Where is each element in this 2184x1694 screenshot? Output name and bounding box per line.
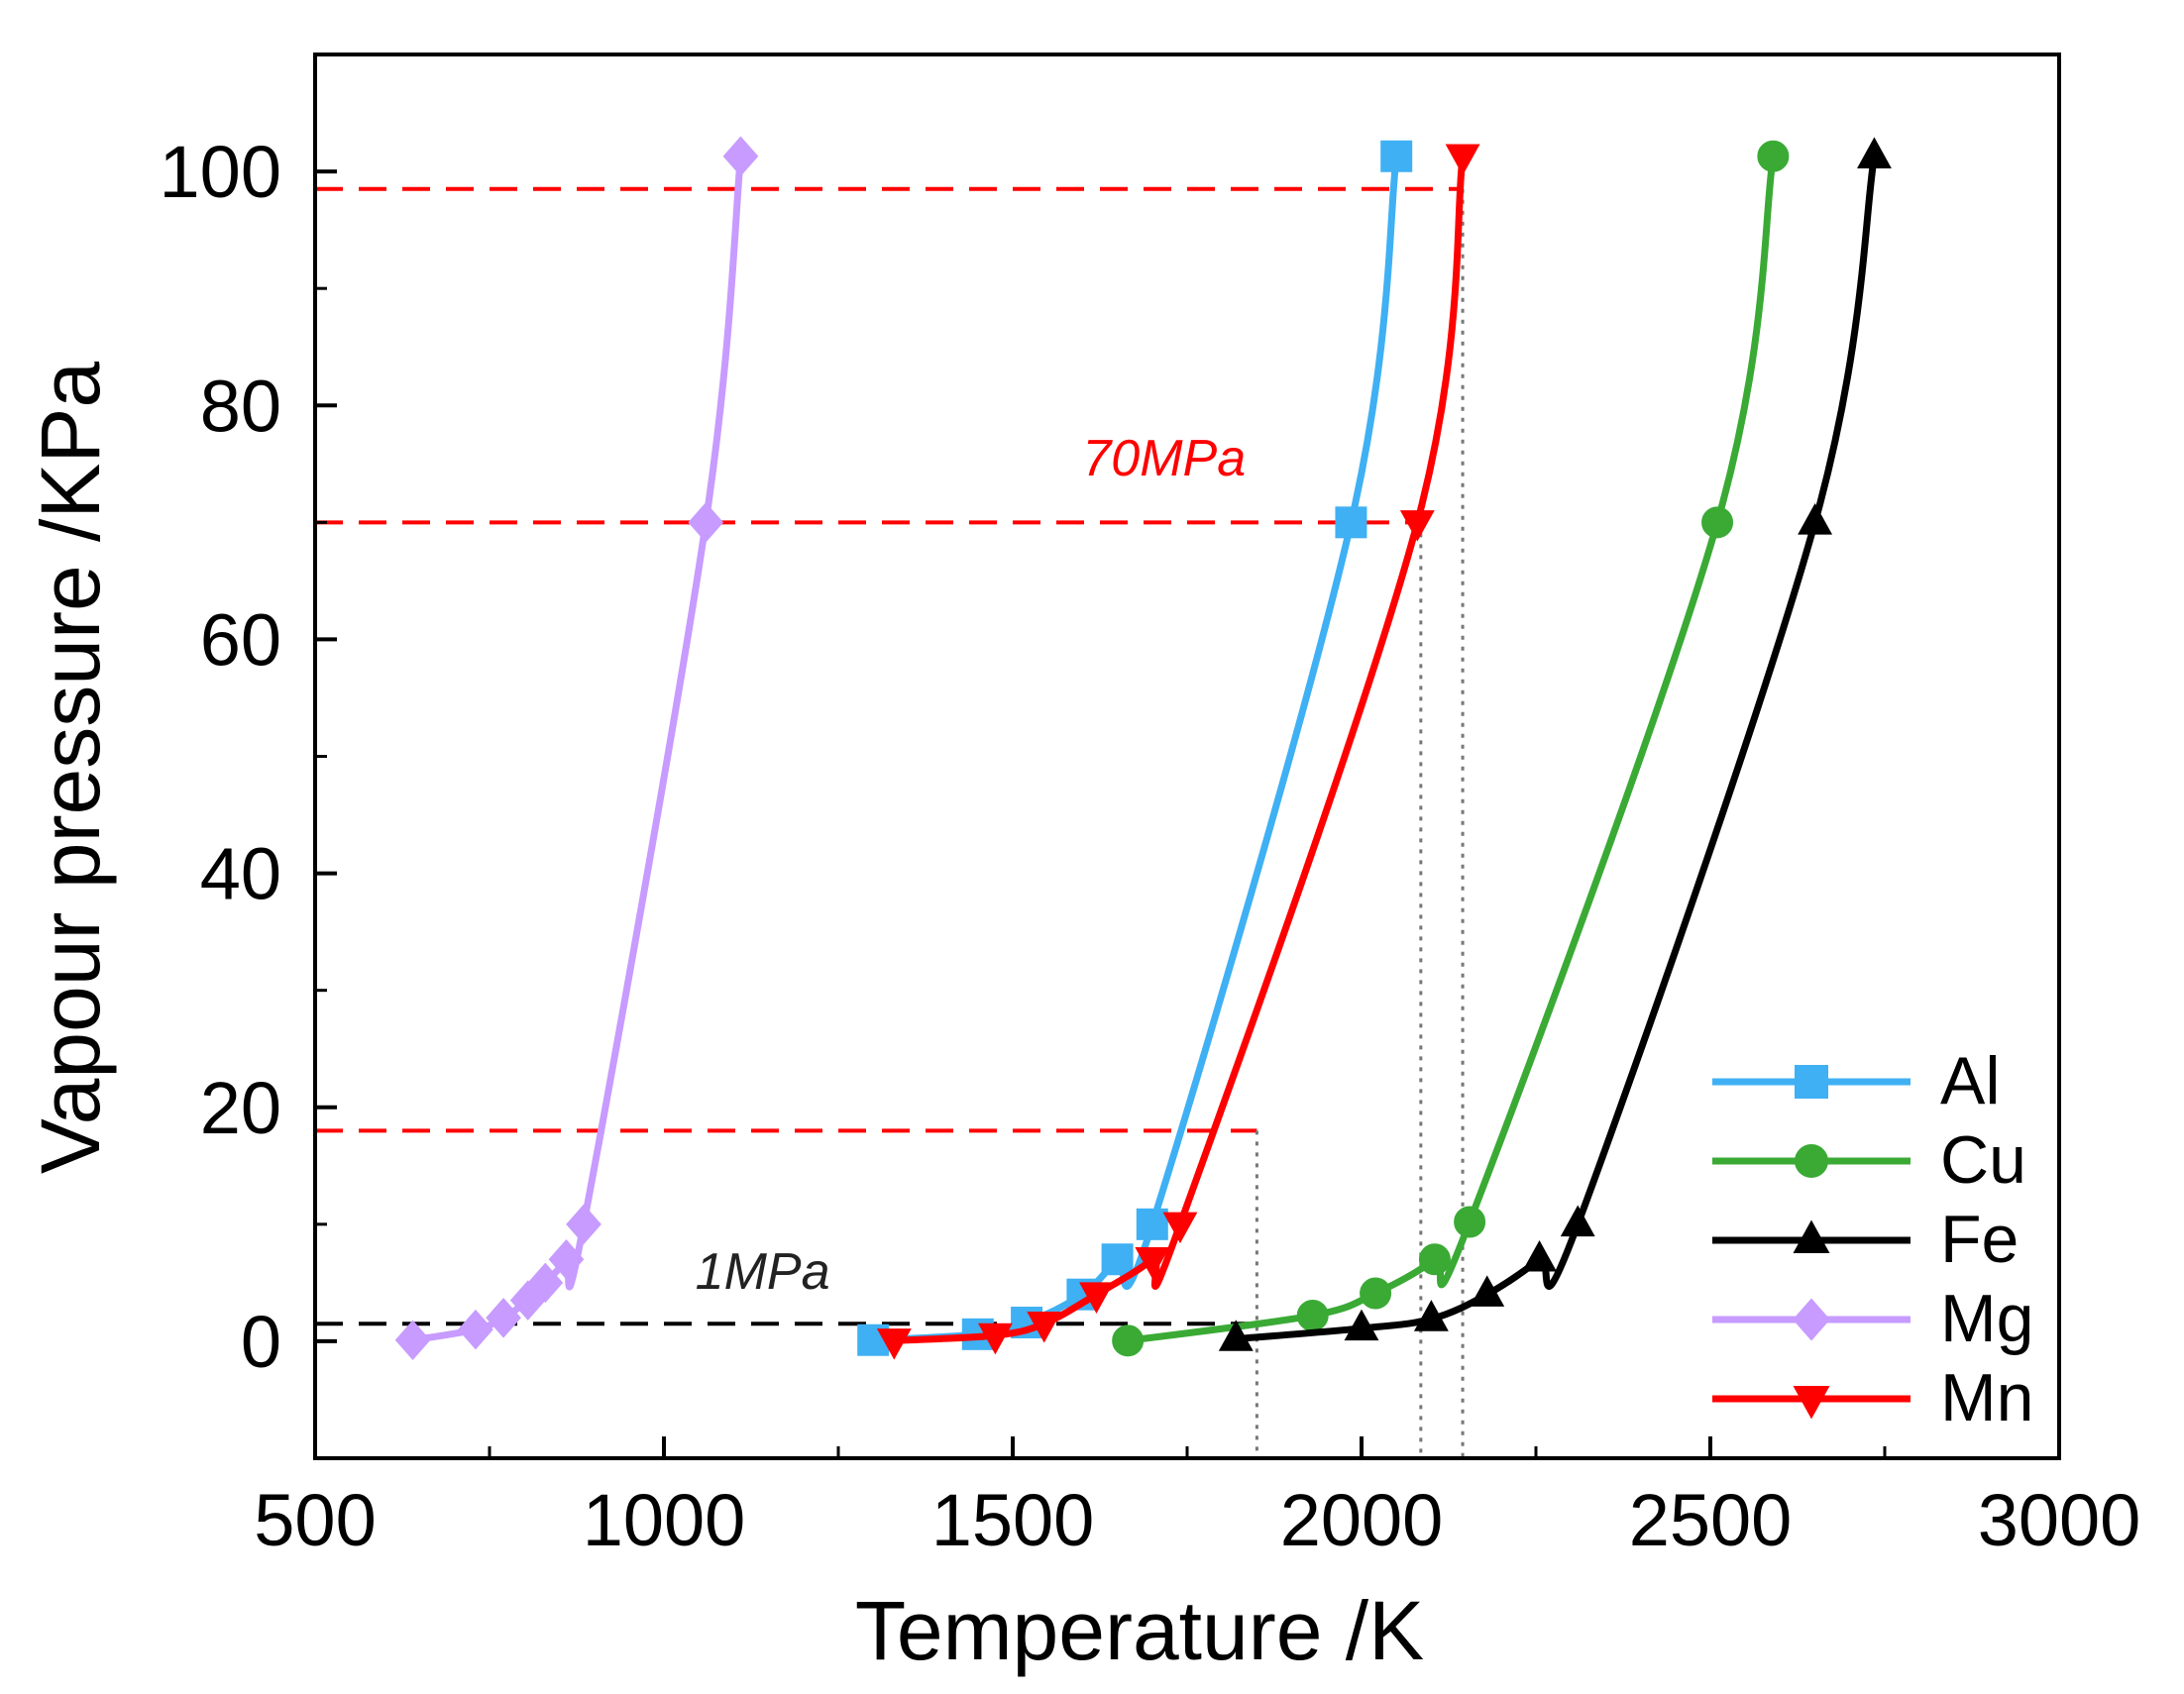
data-point-al [1335,506,1367,539]
legend-label-mg: Mg [1940,1281,2033,1356]
legend-swatch-fe [1712,1219,1911,1253]
series-fe [1218,137,1892,1351]
data-point-al [1380,140,1413,172]
x-tick-label-2500: 2500 [1629,1479,1793,1561]
series-mg [394,136,759,1360]
data-point-mg [486,1298,521,1338]
data-point-mn [977,1323,1013,1355]
series-line-mg [411,156,744,1344]
legend-entry-mn: Mn [1712,1360,2033,1435]
data-point-mn [1027,1311,1062,1343]
series-layer [394,136,1892,1360]
data-point-mg [458,1309,493,1350]
data-point-mg [566,1204,601,1245]
legend-swatch-mn [1712,1386,1911,1420]
data-point-mn [1162,1212,1198,1244]
x-tick-label-3000: 3000 [1978,1479,2141,1561]
data-point-cu [1360,1277,1392,1310]
legend-swatch-mg [1712,1298,1911,1341]
data-point-mn [1135,1247,1170,1279]
data-point-fe [1413,1300,1449,1331]
legend-entry-mg: Mg [1712,1281,2033,1356]
y-tick-label-0: 0 [241,1301,281,1383]
legend-label-fe: Fe [1940,1202,2019,1277]
data-point-fe [1856,137,1892,168]
data-point-cu [1418,1243,1451,1276]
annotation-70mpa: 70MPa [1082,430,1246,487]
data-point-mn [876,1328,912,1360]
legend-entry-fe: Fe [1712,1202,2019,1277]
legend-marker-mg [1793,1298,1830,1341]
x-tick-label-500: 500 [254,1479,376,1561]
y-tick-label-20: 20 [200,1067,281,1149]
annotation-1mpa: 1MPa [696,1243,830,1301]
data-point-cu [1112,1324,1145,1357]
legend-marker-cu [1795,1144,1828,1178]
series-cu [1112,140,1790,1357]
legend-swatch-al [1712,1065,1911,1099]
data-point-cu [1296,1299,1329,1331]
y-axis-title: Vapour pressure /KPa [24,362,117,1175]
reference-lines [315,186,1465,1458]
series-mn [876,144,1480,1360]
x-tick-label-2000: 2000 [1280,1479,1444,1561]
data-point-fe [1560,1205,1595,1237]
y-tick-label-100: 100 [160,131,281,213]
data-point-mg [527,1262,564,1304]
data-point-mn [1079,1282,1114,1315]
data-point-fe [1344,1309,1379,1341]
legend-label-mn: Mn [1940,1360,2033,1435]
legend-marker-al [1795,1065,1828,1099]
y-tick-label-60: 60 [200,598,281,681]
data-point-mg [394,1320,431,1360]
x-axis-title: Temperature /K [855,1584,1424,1677]
x-tick-label-1000: 1000 [583,1479,746,1561]
data-point-mn [1399,510,1435,542]
series-line-fe [1235,156,1878,1343]
data-point-cu [1701,506,1734,539]
data-point-fe [1522,1239,1557,1272]
axis-ticks: 500 1000 1500 2000 2500 3000 0 20 40 60 80 100 [160,53,2141,1561]
legend: Al Cu Fe Mg Mn [1712,1043,2033,1435]
data-point-mn [1445,144,1480,176]
data-point-mg [548,1238,585,1280]
series-al [857,140,1413,1356]
data-point-fe [1218,1320,1254,1351]
data-point-mg [688,502,724,543]
y-tick-label-80: 80 [200,365,281,447]
data-point-al [1101,1243,1134,1276]
y-tick-label-40: 40 [200,833,281,915]
legend-entry-al: Al [1712,1043,2000,1118]
legend-entry-cu: Cu [1712,1122,2026,1198]
legend-marker-mn [1793,1386,1830,1420]
legend-swatch-cu [1712,1144,1911,1178]
data-point-al [1136,1208,1168,1240]
data-point-cu [1757,140,1790,172]
legend-marker-fe [1793,1219,1830,1253]
legend-label-al: Al [1940,1043,2000,1118]
x-tick-label-1500: 1500 [931,1479,1095,1561]
data-point-fe [1798,503,1833,535]
data-point-fe [1470,1275,1505,1307]
data-point-cu [1454,1206,1486,1238]
series-line-mn [894,156,1467,1344]
data-point-mg [722,136,759,176]
legend-label-cu: Cu [1940,1122,2026,1198]
series-line-al [873,156,1400,1344]
